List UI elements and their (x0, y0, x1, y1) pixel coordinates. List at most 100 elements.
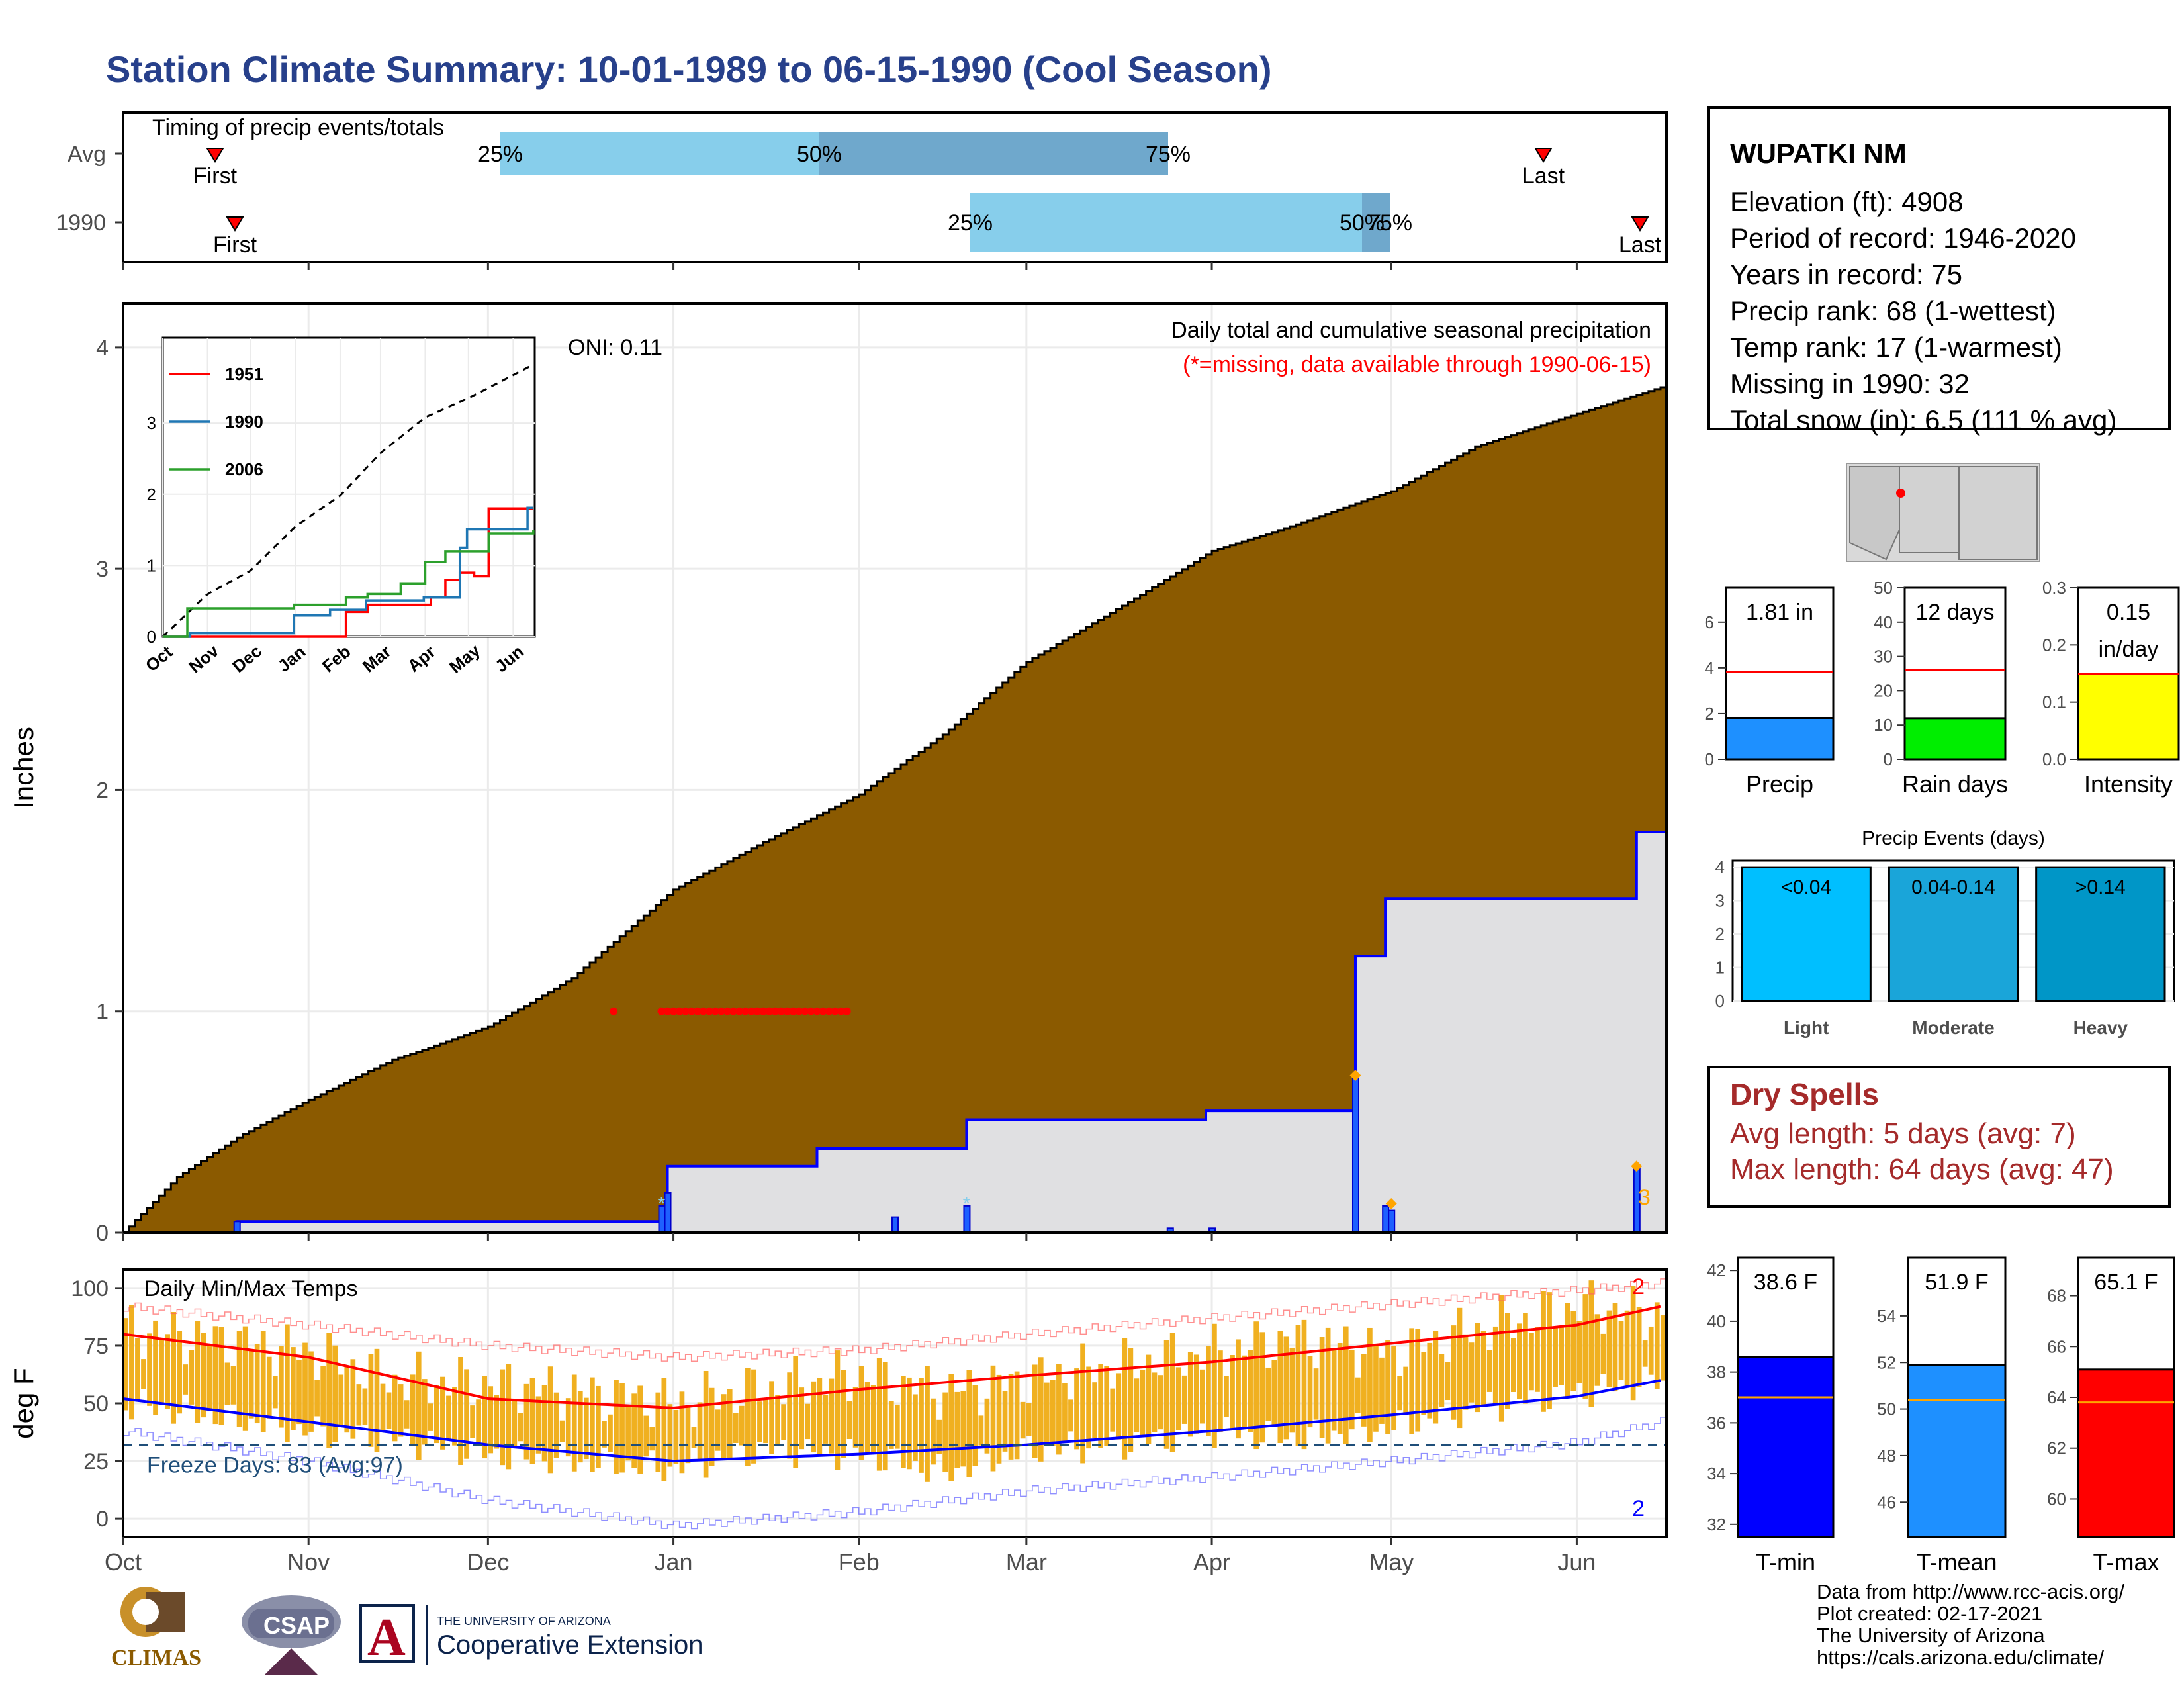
y-tick-label: 60 (2047, 1489, 2066, 1509)
daily-temp-bar (398, 1384, 404, 1437)
daily-temp-bar (936, 1419, 942, 1454)
record-low-line (123, 1417, 1666, 1530)
daily-temp-bar (1433, 1330, 1439, 1424)
daily-temp-bar (817, 1378, 823, 1454)
daily-temp-bar (224, 1362, 230, 1405)
daily-temp-bar (1098, 1364, 1104, 1448)
daily-temp-bar (1559, 1326, 1564, 1385)
daily-temp-bar (440, 1376, 445, 1450)
map-state-arizona (1849, 466, 1900, 561)
daily-temp-bar (571, 1374, 577, 1472)
daily-temp-bar (362, 1388, 368, 1425)
daily-temp-bar (608, 1414, 613, 1452)
daily-temp-bar (954, 1391, 960, 1468)
y-tick-label: 54 (1877, 1306, 1896, 1326)
x-tick-label: May (1369, 1548, 1414, 1575)
daily-temp-bar (553, 1392, 559, 1458)
daily-temp-bar (314, 1380, 320, 1417)
daily-temp-bar (870, 1385, 876, 1453)
y-tick-label: 3 (1715, 891, 1725, 911)
daily-temp-bar (523, 1383, 529, 1460)
daily-temp-bar (1116, 1373, 1122, 1440)
event-bar (1741, 866, 1872, 1002)
missing-day-marker (819, 1007, 827, 1015)
bar-category-label: Rain days (1902, 771, 2008, 798)
year-cumulative-fill (123, 831, 1666, 1233)
daily-temp-bar (841, 1370, 846, 1458)
y-tick-label: 4 (96, 336, 109, 361)
daily-temp-bar (1367, 1327, 1373, 1442)
daily-temp-bar (338, 1374, 344, 1427)
daily-temp-bar (1074, 1368, 1079, 1450)
snow-event-marker (1385, 1198, 1397, 1210)
daily-temp-bar (374, 1348, 380, 1452)
x-tick-label: Apr (1193, 1548, 1230, 1575)
daily-temp-bar (1331, 1348, 1337, 1431)
p75-label: 75% (1367, 211, 1412, 236)
bar-value-label: 12 days (1915, 600, 1994, 625)
daily-temp-bar (1457, 1307, 1463, 1429)
daily-temp-bar (1295, 1325, 1301, 1446)
event-bar-label: >0.14 (2075, 876, 2126, 898)
daily-temp-bar (1206, 1346, 1211, 1436)
credit-line: https://cals.arizona.edu/climate/ (1817, 1646, 2105, 1669)
snow-event-marker (1349, 1070, 1361, 1082)
daily-temp-bar (1642, 1340, 1648, 1367)
daily-temp-bar (972, 1385, 978, 1466)
daily-temp-bar (1660, 1315, 1666, 1381)
daily-temp-bar (978, 1415, 984, 1446)
bar-value-label: in/day (2099, 637, 2159, 662)
daily-temp-bar (464, 1369, 469, 1459)
daily-temp-bar (1242, 1355, 1247, 1429)
event-category-label: Moderate (1912, 1017, 1994, 1038)
daily-temp-bar (1529, 1333, 1534, 1391)
daily-temp-bar (308, 1351, 314, 1432)
missing-day-marker (735, 1007, 743, 1015)
daily-temp-bar (685, 1405, 691, 1464)
daily-temp-bar (1110, 1388, 1116, 1432)
daily-temp-bar (386, 1392, 392, 1429)
station-precip-rank: Precip rank: 68 (1-wettest) (1730, 295, 2056, 326)
credits: Data from http://www.rcc-acis.org/ Plot … (1817, 1581, 2124, 1668)
daily-temp-bar (1582, 1294, 1588, 1399)
daily-temp-bar (715, 1409, 721, 1451)
inset-legend-label: 2006 (225, 459, 263, 479)
missing-day-marker (699, 1007, 707, 1015)
temp-title: Daily Min/Max Temps (144, 1276, 357, 1301)
daily-temp-bar (183, 1364, 189, 1395)
tmin-chart: 32 34 36 38 40 42 38.6 F T-min (1707, 1256, 1835, 1575)
daily-temp-bar (446, 1395, 451, 1440)
precip-total-chart: 0 2 4 6 1.81 in Precip (1705, 586, 1835, 798)
ua-logo: A THE UNIVERSITY OF ARIZONA Cooperative … (359, 1604, 703, 1667)
daily-temp-bar (279, 1346, 284, 1428)
y-tick-label: 32 (1707, 1515, 1726, 1534)
tmean-chart: 46 48 50 52 54 51.9 F T-mean (1877, 1256, 2007, 1575)
value-bar (1725, 716, 1835, 761)
daily-temp-bar (1212, 1323, 1217, 1448)
missing-day-marker (663, 1007, 672, 1015)
y-tick-label: 3 (96, 557, 109, 582)
y-tick-label: 4 (1705, 658, 1714, 678)
daily-temp-bar (326, 1333, 332, 1448)
daily-temp-bar (1379, 1357, 1385, 1424)
missing-day-marker (765, 1007, 774, 1015)
daily-temp-bar (1236, 1339, 1241, 1439)
rain-days-chart: 0 10 20 30 40 50 12 days Rain days (1874, 578, 2008, 798)
daily-temp-bar (1361, 1354, 1367, 1427)
daily-temp-bar (1385, 1340, 1390, 1434)
csap-text: CSAP (263, 1612, 330, 1639)
daily-temp-bar (1541, 1291, 1546, 1412)
daily-temp-bar (679, 1391, 685, 1474)
missing-day-marker (729, 1007, 737, 1015)
missing-day-marker (837, 1007, 845, 1015)
locator-map (1846, 463, 2040, 562)
first-event-marker (226, 216, 244, 232)
p50-label: 50% (797, 142, 842, 167)
daily-temp-bar (272, 1376, 278, 1409)
daily-temp-bar (1169, 1333, 1175, 1452)
y-tick-label: 10 (1874, 715, 1893, 735)
daily-temp-bar (1163, 1340, 1169, 1449)
daily-temp-bar (1158, 1375, 1163, 1430)
value-bar (1737, 1356, 1835, 1538)
tmax-chart: 60 62 64 66 68 65.1 F T-max (2047, 1256, 2175, 1575)
